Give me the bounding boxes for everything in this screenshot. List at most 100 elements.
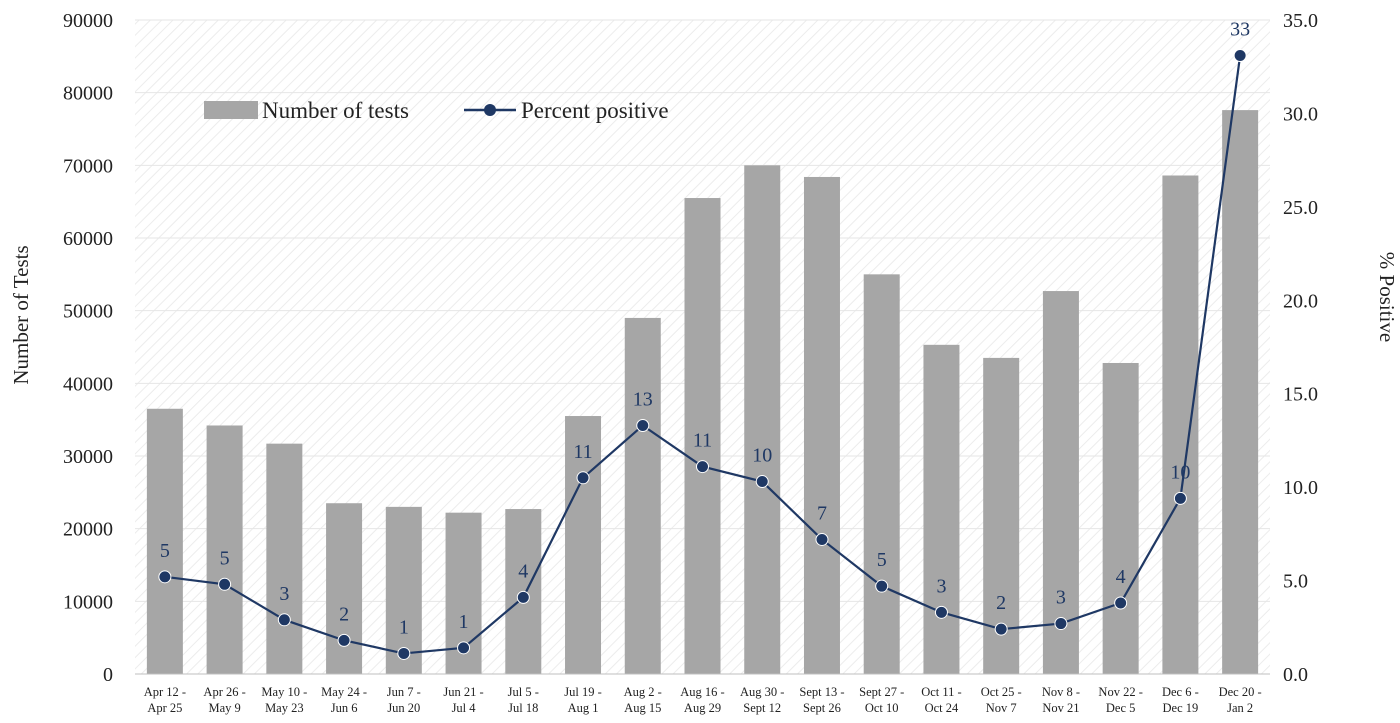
bar xyxy=(326,503,363,674)
bar xyxy=(983,357,1020,674)
category-label: Apr 26 -May 9 xyxy=(203,685,245,715)
data-label: 11 xyxy=(573,441,592,463)
bar xyxy=(923,344,960,674)
right-axis-tick-label: 5.0 xyxy=(1283,571,1308,593)
bar xyxy=(1222,110,1259,674)
left-axis-tick-label: 40000 xyxy=(63,373,113,395)
data-label: 7 xyxy=(817,502,827,524)
bar xyxy=(1162,175,1199,675)
left-axis-tick-label: 0 xyxy=(103,664,113,686)
bar xyxy=(206,425,243,674)
category-label: Oct 25 -Nov 7 xyxy=(981,685,1022,715)
category-label: Jul 5 -Jul 18 xyxy=(508,685,539,715)
line-point xyxy=(696,460,709,474)
line-point xyxy=(1173,491,1187,505)
left-axis-ticks: 0 10000 20000 30000 40000 50000 60000 70000 8000… xyxy=(63,10,113,686)
line-point xyxy=(158,570,172,584)
line-point xyxy=(875,579,889,593)
line-point xyxy=(337,633,351,647)
category-label: Apr 12 -Apr 25 xyxy=(144,685,186,715)
category-label: May 24 -Jun 6 xyxy=(321,685,367,715)
right-axis-tick-label: 0.0 xyxy=(1283,664,1308,686)
data-label: 4 xyxy=(1116,566,1126,588)
data-label: 33 xyxy=(1230,19,1250,41)
line-point xyxy=(277,613,291,627)
bar xyxy=(863,274,900,674)
bar xyxy=(266,443,303,674)
legend-bar-label: Number of tests xyxy=(262,98,409,123)
category-label: Sept 13 -Sept 26 xyxy=(799,685,844,715)
data-label: 10 xyxy=(752,445,772,467)
bar xyxy=(1102,362,1139,674)
line-point xyxy=(218,577,232,591)
category-label: Sept 27 -Oct 10 xyxy=(859,685,904,715)
line-point xyxy=(1054,617,1068,631)
right-axis-tick-label: 35.0 xyxy=(1283,10,1318,32)
category-label: Nov 22 -Dec 5 xyxy=(1098,685,1142,715)
category-label: Oct 11 -Oct 24 xyxy=(921,685,962,715)
category-axis-labels: Apr 12 -Apr 25 Apr 26 -May 9 May 10 -May 2… xyxy=(144,685,1262,715)
line-point xyxy=(636,418,650,432)
bar xyxy=(803,176,840,674)
legend: Number of tests Percent positive xyxy=(204,98,669,123)
data-label: 4 xyxy=(518,560,528,582)
category-label: Nov 8 -Nov 21 xyxy=(1042,685,1080,715)
bar xyxy=(684,198,721,675)
bar xyxy=(1042,291,1079,674)
line-series xyxy=(158,49,1247,660)
left-axis-tick-label: 20000 xyxy=(63,519,113,541)
bar xyxy=(565,416,602,674)
right-axis-tick-label: 20.0 xyxy=(1283,290,1318,312)
left-axis-tick-label: 60000 xyxy=(63,228,113,250)
bar xyxy=(385,506,422,674)
bar xyxy=(744,165,781,675)
data-label: 10 xyxy=(1170,461,1190,483)
left-axis-tick-label: 10000 xyxy=(63,591,113,613)
data-label: 2 xyxy=(339,603,349,625)
left-axis-tick-label: 90000 xyxy=(63,10,113,32)
right-axis-tick-label: 10.0 xyxy=(1283,477,1318,499)
data-label: 3 xyxy=(936,575,946,597)
right-axis-tick-label: 25.0 xyxy=(1283,197,1318,219)
right-axis-tick-label: 30.0 xyxy=(1283,103,1318,125)
category-label: Aug 30 -Sept 12 xyxy=(740,685,784,715)
right-axis-tick-label: 15.0 xyxy=(1283,384,1318,406)
data-label: 5 xyxy=(160,540,170,562)
category-label: May 10 -May 23 xyxy=(261,685,307,715)
category-label: Aug 2 -Aug 15 xyxy=(624,685,662,715)
line-point xyxy=(516,590,530,604)
category-label: Dec 6 -Dec 19 xyxy=(1162,685,1199,715)
right-axis-ticks: 0.0 5.0 10.0 15.0 20.0 25.0 30.0 35.0 xyxy=(1283,10,1318,686)
data-label: 3 xyxy=(1056,587,1066,609)
data-label: 11 xyxy=(693,430,712,452)
left-axis-tick-label: 70000 xyxy=(63,155,113,177)
category-label: Jun 7 -Jun 20 xyxy=(387,685,421,715)
line-point xyxy=(934,605,948,619)
data-label: 13 xyxy=(633,388,653,410)
category-label: Dec 20 -Jan 2 xyxy=(1219,685,1262,715)
right-axis-title: % Positive xyxy=(1375,252,1399,342)
legend-bar-swatch xyxy=(204,101,258,119)
legend-line-label: Percent positive xyxy=(521,98,669,123)
data-label: 1 xyxy=(459,611,469,633)
left-axis-tick-label: 80000 xyxy=(63,83,113,105)
left-axis-title: Number of Tests xyxy=(9,245,33,384)
line-point xyxy=(397,646,411,660)
line-point xyxy=(994,622,1008,636)
data-label: 1 xyxy=(399,616,409,638)
line-point xyxy=(576,471,590,485)
left-axis-tick-label: 50000 xyxy=(63,301,113,323)
category-label: Jul 19 -Aug 1 xyxy=(564,685,602,715)
line-point xyxy=(457,641,471,655)
bar xyxy=(624,317,661,674)
category-label: Jun 21 -Jul 4 xyxy=(443,685,483,715)
bar xyxy=(146,408,183,674)
legend-line-marker xyxy=(484,104,496,116)
data-label: 3 xyxy=(279,583,289,605)
line-point xyxy=(1114,596,1128,610)
left-axis-tick-label: 30000 xyxy=(63,446,113,468)
data-label: 2 xyxy=(996,592,1006,614)
data-label: 5 xyxy=(220,547,230,569)
